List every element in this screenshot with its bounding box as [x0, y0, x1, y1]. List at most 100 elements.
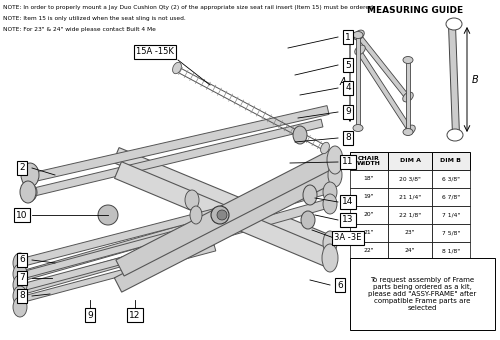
Polygon shape: [14, 183, 332, 283]
Text: 22": 22": [364, 249, 374, 254]
Bar: [388, 224, 432, 242]
Ellipse shape: [328, 163, 342, 187]
Ellipse shape: [327, 146, 343, 174]
Text: 6: 6: [337, 280, 343, 289]
Ellipse shape: [354, 45, 366, 55]
Text: 21": 21": [364, 231, 374, 236]
Ellipse shape: [403, 56, 413, 64]
Polygon shape: [29, 119, 323, 197]
Ellipse shape: [217, 210, 227, 220]
Text: 21 1/4": 21 1/4": [399, 194, 421, 200]
Ellipse shape: [185, 190, 199, 210]
Text: 2: 2: [19, 164, 25, 172]
Bar: [432, 206, 470, 224]
Text: 7 1/4": 7 1/4": [442, 212, 460, 218]
Text: 20 3/8": 20 3/8": [399, 176, 421, 182]
Ellipse shape: [13, 286, 27, 306]
Ellipse shape: [447, 129, 463, 141]
Text: 7 5/8": 7 5/8": [442, 231, 460, 236]
Polygon shape: [406, 60, 410, 132]
Ellipse shape: [20, 181, 36, 203]
Polygon shape: [356, 49, 412, 131]
Polygon shape: [448, 25, 460, 135]
Text: 19": 19": [364, 194, 374, 200]
Text: 9: 9: [345, 107, 351, 117]
Text: 5: 5: [345, 61, 351, 69]
Polygon shape: [116, 147, 344, 276]
Polygon shape: [29, 106, 329, 182]
Bar: [350, 206, 388, 224]
Text: DIM B: DIM B: [440, 158, 462, 164]
Ellipse shape: [13, 275, 27, 295]
Bar: [350, 242, 388, 260]
Text: 4: 4: [345, 84, 351, 92]
Ellipse shape: [323, 231, 337, 255]
Bar: [388, 188, 432, 206]
Text: 1: 1: [345, 33, 351, 41]
Bar: [432, 188, 470, 206]
Text: 18": 18": [364, 176, 374, 182]
Text: NOTE: Item 15 is only utilized when the seat sling is not used.: NOTE: Item 15 is only utilized when the …: [3, 16, 186, 21]
Bar: [388, 206, 432, 224]
Text: 12: 12: [130, 310, 140, 320]
Ellipse shape: [172, 62, 182, 74]
Ellipse shape: [25, 169, 37, 187]
Polygon shape: [19, 206, 226, 267]
Ellipse shape: [303, 185, 317, 205]
Ellipse shape: [403, 129, 413, 136]
Bar: [432, 152, 470, 170]
Text: 20": 20": [364, 212, 374, 218]
Text: A: A: [340, 77, 346, 87]
Text: 13: 13: [342, 216, 354, 224]
Ellipse shape: [13, 253, 27, 273]
Ellipse shape: [320, 142, 330, 154]
Text: DIM A: DIM A: [400, 158, 420, 164]
Bar: [388, 242, 432, 260]
Text: 6 3/8": 6 3/8": [442, 176, 460, 182]
Polygon shape: [14, 199, 331, 296]
Ellipse shape: [211, 206, 229, 224]
Ellipse shape: [301, 211, 315, 229]
Polygon shape: [356, 33, 410, 100]
Ellipse shape: [404, 125, 415, 135]
Ellipse shape: [354, 30, 364, 40]
Polygon shape: [19, 219, 221, 279]
Bar: [432, 242, 470, 260]
Text: 23": 23": [405, 231, 415, 236]
Ellipse shape: [323, 182, 337, 202]
Text: 8: 8: [345, 134, 351, 142]
Ellipse shape: [21, 163, 39, 187]
Polygon shape: [113, 148, 329, 250]
Ellipse shape: [190, 206, 202, 224]
Bar: [350, 152, 388, 170]
Text: 8 1/8": 8 1/8": [442, 249, 460, 254]
Bar: [350, 224, 388, 242]
Bar: [350, 258, 495, 330]
Ellipse shape: [13, 264, 27, 284]
Text: 14: 14: [342, 198, 353, 206]
Ellipse shape: [25, 185, 37, 201]
Ellipse shape: [353, 32, 363, 38]
Ellipse shape: [446, 18, 462, 30]
Polygon shape: [114, 165, 342, 292]
Text: NOTE: In order to properly mount a Jay Duo Cushion Qty (2) of the appropriate si: NOTE: In order to properly mount a Jay D…: [3, 5, 375, 10]
Bar: [388, 170, 432, 188]
Text: 6: 6: [19, 255, 25, 265]
Text: B: B: [472, 75, 479, 85]
Ellipse shape: [13, 297, 27, 317]
Text: 24": 24": [405, 249, 415, 254]
Text: 8: 8: [19, 291, 25, 301]
Polygon shape: [19, 232, 219, 291]
Bar: [432, 170, 470, 188]
Bar: [388, 152, 432, 170]
Bar: [350, 170, 388, 188]
Text: 10: 10: [16, 210, 28, 220]
Text: 3A -3E: 3A -3E: [334, 234, 361, 242]
Text: 7: 7: [19, 273, 25, 283]
Text: To request assembly of Frame
parts being ordered as a kit,
please add "ASSY-FRAM: To request assembly of Frame parts being…: [368, 277, 476, 311]
Ellipse shape: [323, 194, 337, 214]
Ellipse shape: [98, 205, 118, 225]
Text: NOTE: For 23" & 24" wide please contact Built 4 Me: NOTE: For 23" & 24" wide please contact …: [3, 27, 156, 32]
Ellipse shape: [322, 244, 338, 272]
Bar: [432, 224, 470, 242]
